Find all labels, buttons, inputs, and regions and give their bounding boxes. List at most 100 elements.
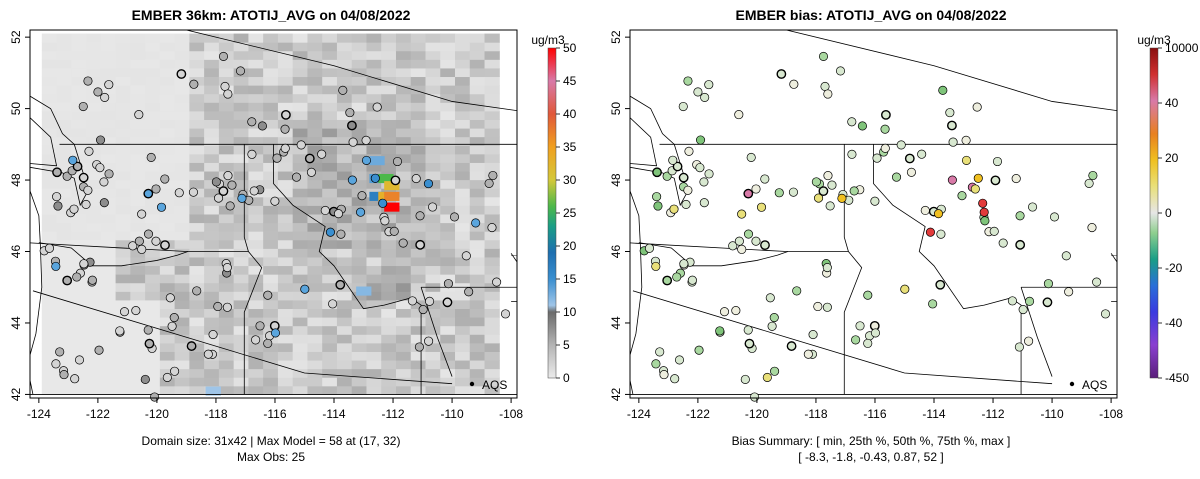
grid-cell (351, 291, 367, 301)
grid-cell (425, 351, 441, 361)
grid-cell (130, 196, 146, 206)
station-point (823, 171, 833, 181)
station-point (99, 177, 109, 187)
grid-cell (145, 385, 161, 395)
grid-cell (455, 256, 471, 267)
station-point (333, 209, 344, 219)
grid-cell (56, 162, 72, 172)
grid-cell (145, 308, 161, 318)
grid-cell (469, 351, 486, 361)
station-point (674, 355, 685, 365)
grid-cell (41, 85, 58, 95)
grid-cell (218, 222, 235, 232)
grid-cell (159, 179, 176, 189)
grid-cell (115, 179, 131, 189)
grid-cell (366, 50, 382, 60)
station-point (188, 187, 198, 197)
grid-cell (440, 110, 456, 120)
grid-cell (86, 299, 102, 310)
grid-cell (233, 308, 249, 318)
station-point (59, 370, 69, 380)
grid-cell (159, 248, 176, 258)
grid-cell (71, 93, 87, 103)
grid-cell (395, 317, 412, 327)
grid-cell (336, 239, 353, 249)
grid-cell (204, 102, 220, 112)
grid-cell (86, 214, 102, 224)
grid-cell (130, 93, 146, 103)
grid-cell (115, 145, 131, 155)
grid-cell (307, 351, 323, 361)
station-point (1011, 174, 1021, 184)
grid-cell (248, 299, 264, 310)
panel-model-map: EMBER 36km: ATOTIJ_AVG on 04/08/2022 -12… (9, 7, 577, 464)
grid-cell (455, 171, 471, 181)
station-point-blue (361, 155, 372, 165)
grid-cell (145, 377, 161, 387)
grid-cell (469, 136, 486, 146)
grid-cell (189, 110, 205, 120)
grid-cell (248, 377, 264, 387)
grid-cell (174, 265, 190, 275)
grid-cell (292, 231, 308, 241)
grid-cell (410, 196, 427, 206)
grid-cell (174, 33, 190, 43)
y-tick-label: 42 (609, 387, 623, 401)
grid-cell (440, 67, 456, 78)
grid-cell (71, 110, 87, 120)
station-point (464, 287, 474, 297)
station-point-outlier (979, 207, 989, 217)
grid-cell (469, 308, 486, 318)
grid-cell (381, 33, 397, 43)
grid-cell (41, 119, 58, 129)
x-axis: -124 -122 -120 -118 -116 -114 -112 -110 -108 (27, 398, 523, 421)
grid-cell (425, 119, 441, 129)
grid-cell (233, 368, 249, 378)
grid-cell (469, 110, 486, 120)
grid-cell (145, 102, 161, 112)
grid-cell (410, 248, 427, 258)
grid-cell (218, 360, 235, 370)
grid-cell (248, 360, 264, 370)
station-point (270, 328, 281, 338)
x-tick-label: -108 (1099, 407, 1123, 421)
grid-cell (86, 368, 102, 378)
grid-cell (115, 317, 131, 327)
grid-cell (100, 110, 117, 120)
coastline (630, 95, 687, 395)
grid-cell (381, 274, 397, 284)
grid-cell (233, 42, 249, 52)
grid-cell (307, 196, 323, 206)
grid-cell (263, 85, 279, 95)
grid-cell (204, 274, 220, 284)
grid-cell (159, 67, 176, 78)
grid-cell (159, 334, 176, 344)
grid-cell (381, 42, 397, 52)
grid-cell (41, 368, 58, 378)
grid-cell (469, 33, 486, 43)
grid-cell (71, 33, 87, 43)
grid-cell (292, 145, 308, 155)
grid-cell (233, 317, 249, 327)
station-point (104, 80, 114, 90)
grid-cell (410, 308, 427, 318)
grid-cell (322, 50, 338, 60)
grid-cell (381, 50, 397, 60)
grid-cell (86, 50, 102, 60)
grid-cell (71, 188, 87, 198)
station-point (933, 209, 944, 219)
grid-cell (425, 239, 441, 249)
grid-cell (189, 360, 205, 370)
grid-cell (41, 231, 58, 241)
grid-cell (130, 231, 146, 241)
grid-cell (336, 179, 353, 189)
grid-cell (204, 50, 220, 60)
colorbar-unit: ug/m3 (1137, 33, 1171, 47)
grid-cell (115, 171, 131, 181)
grid-cell (86, 317, 102, 327)
grid-cell (130, 351, 146, 361)
grid-cell (336, 291, 353, 301)
grid-cell (440, 239, 456, 249)
boundary-line (243, 144, 263, 395)
grid-cell (366, 317, 382, 327)
